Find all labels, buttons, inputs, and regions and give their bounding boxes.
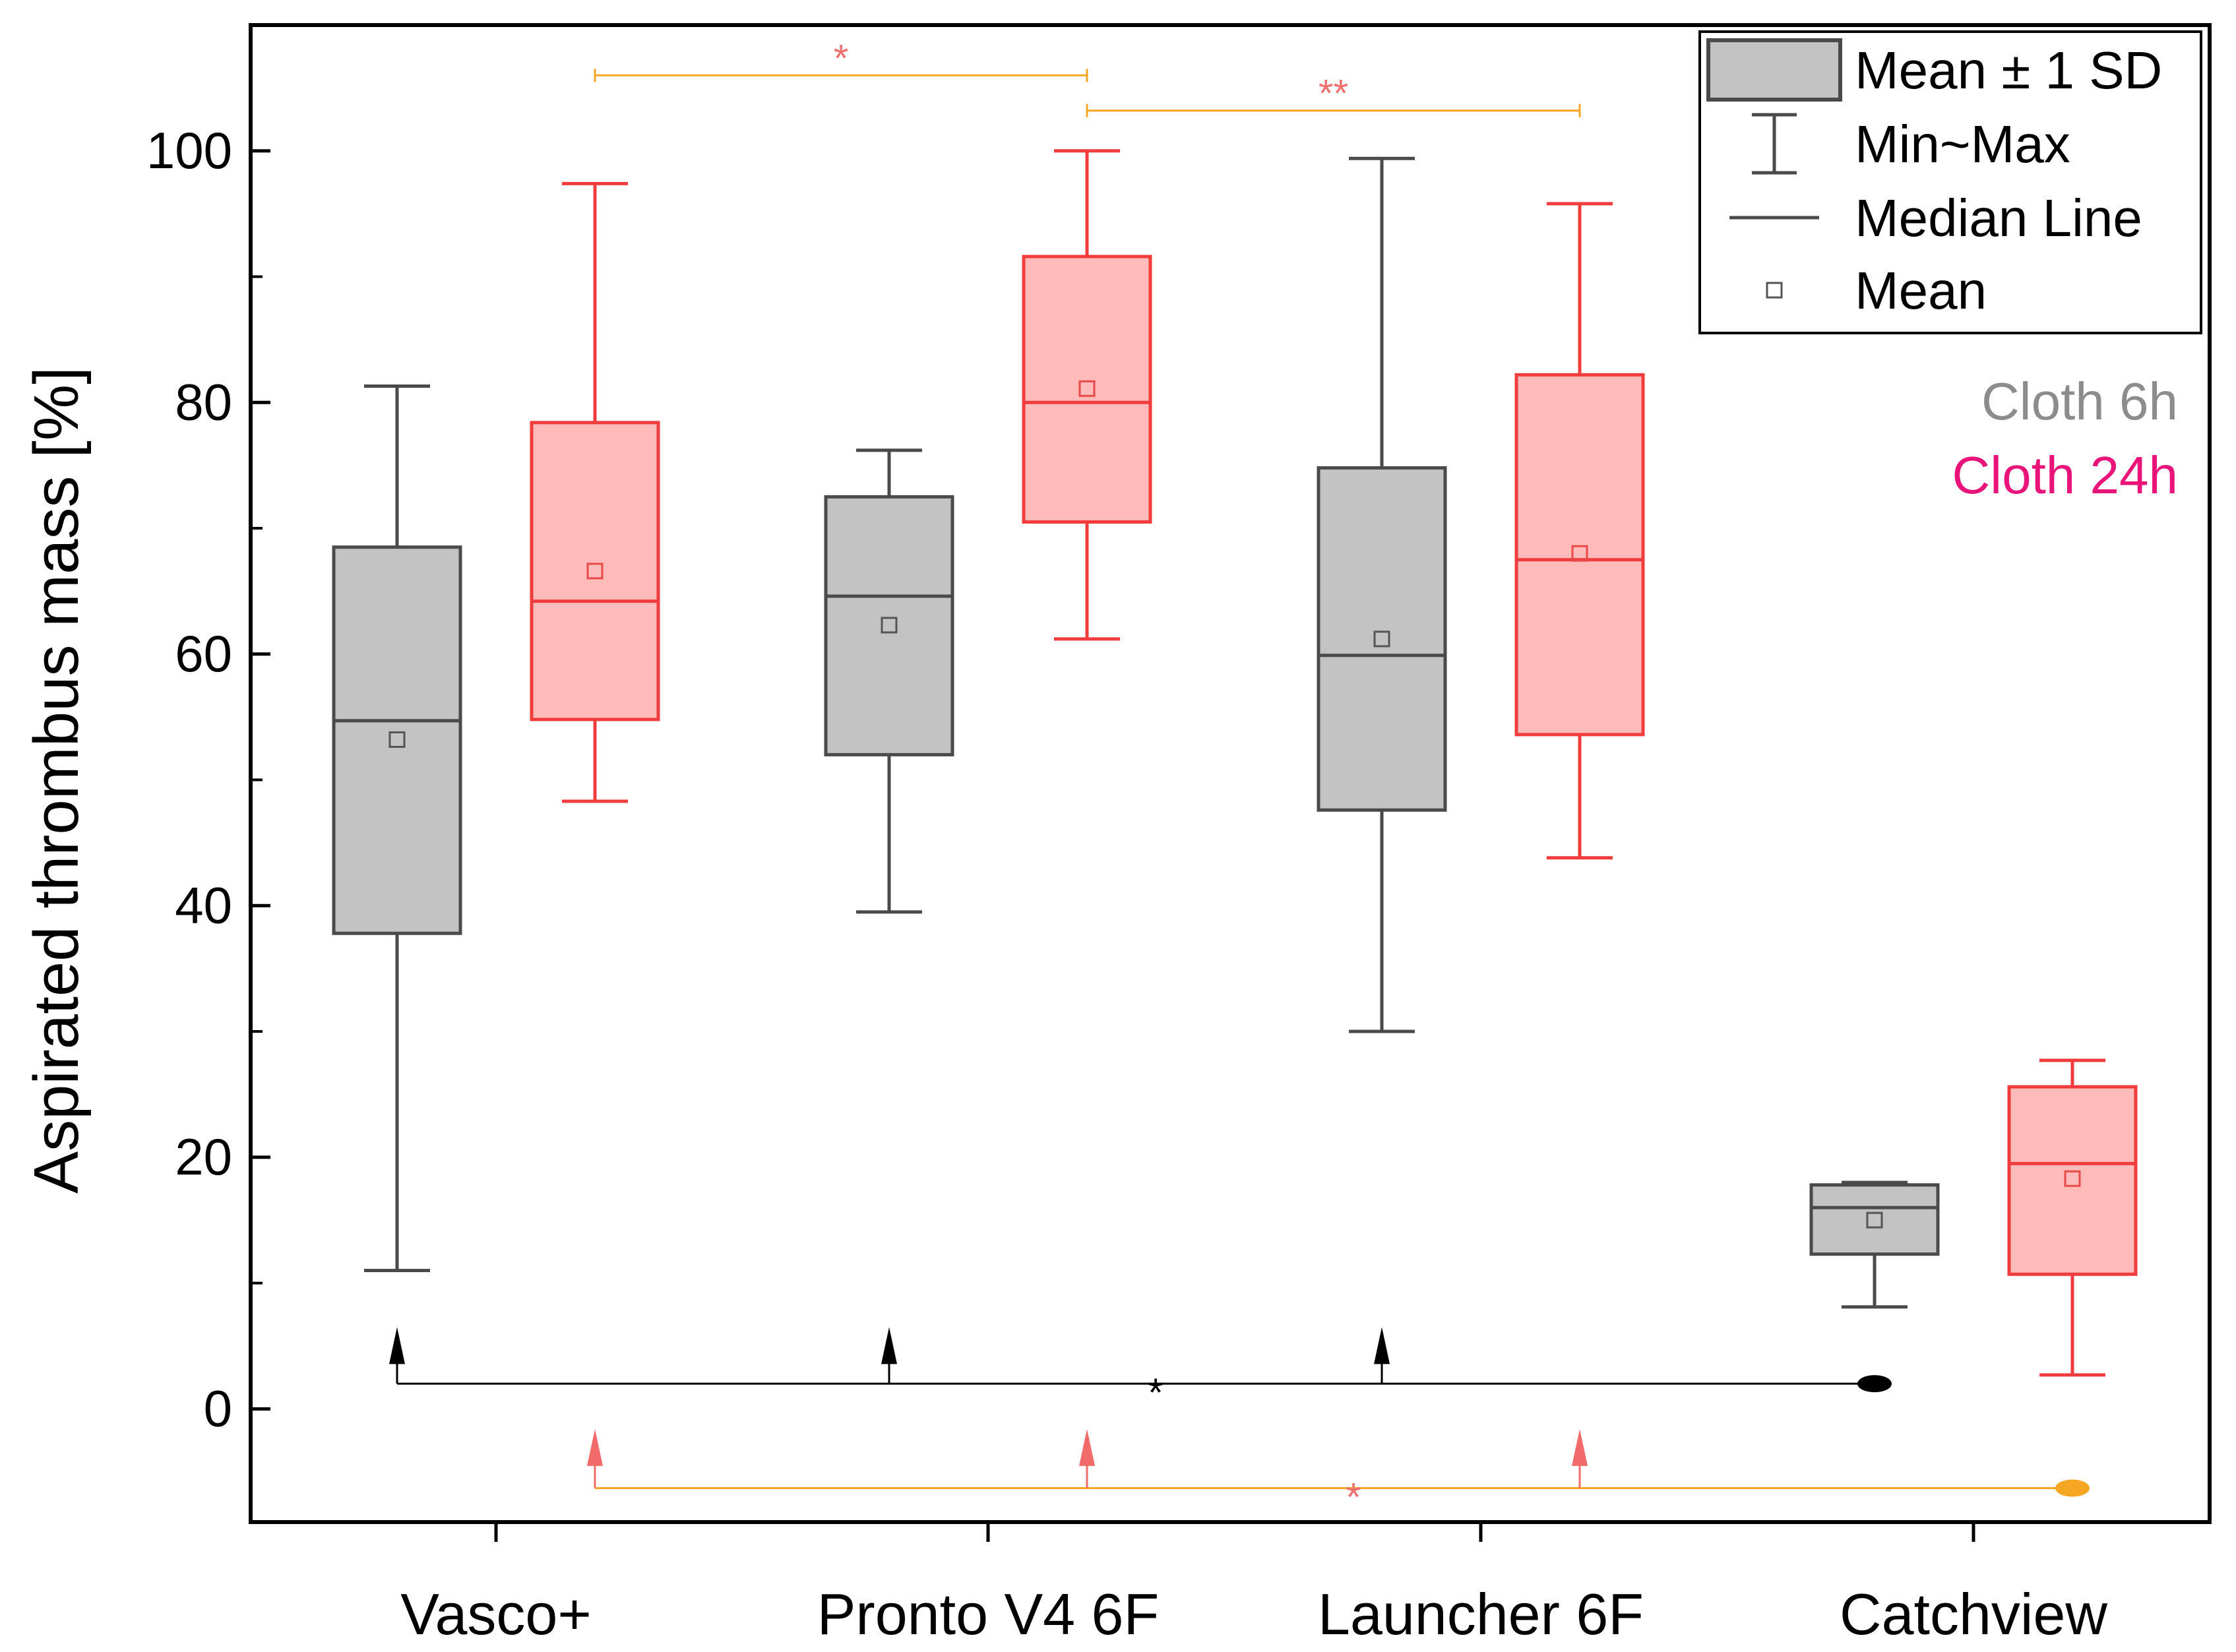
legend-label: Mean ± 1 SD [1855,41,2162,100]
box-24h-2 [1514,202,1645,860]
iqr-box [530,421,660,721]
legend-label: Min~Max [1855,115,2070,173]
legend-box-symbol [1706,38,1842,102]
legend-entry-median: Median Line [1729,189,2142,247]
iqr-box [824,495,954,756]
mean-marker [1866,1211,1883,1229]
axes-layer: 0 20 40 60 80 100 Vasco+ Pronto V4 6F Launcher 6… [21,23,2212,1647]
reference-comparison-24h: * [587,1428,2090,1519]
y-tick-label: 80 [175,373,232,431]
reference-marker [2055,1479,2090,1497]
box-6h-1 [824,448,954,914]
legend-entry-box: Mean ± 1 SD [1706,38,2162,102]
plot-layer: ***** [332,37,2138,1519]
comparison-label: * [1148,1370,1163,1415]
box-24h-3 [2007,1058,2138,1377]
y-tick-label: 0 [204,1379,232,1437]
iqr-box [332,545,462,935]
mean-marker [1373,630,1390,648]
mean-marker [586,563,604,580]
iqr-box [1022,255,1152,524]
y-tick-label: 60 [175,625,232,683]
box-24h-0 [530,181,660,803]
comparison-arrow-head [389,1327,405,1364]
mean-marker [388,731,406,748]
legend-entry-mean: Mean [1766,261,1987,320]
comparison-arrow-head [881,1327,897,1364]
significance-bracket-0: * [594,37,1088,82]
y-tick-label: 20 [175,1128,232,1186]
x-tick-label: Pronto V4 6F [817,1581,1160,1647]
comparison-label: * [1346,1475,1361,1519]
legend-label: Mean [1855,261,1987,320]
y-axis-title: Aspirated thrombus mass [%] [21,367,92,1194]
significance-label: * [834,37,849,80]
legend-entry-whisker: Min~Max [1752,113,2070,175]
y-tick-label: 100 [146,121,232,179]
comparison-arrow-head [1374,1327,1390,1364]
comparison-arrow-head [1079,1428,1095,1466]
x-tick-label: Vasco+ [400,1581,591,1647]
mean-marker [1078,380,1096,397]
box-6h-0 [332,384,462,1272]
series-legend-label: Cloth 24h [1952,446,2178,505]
reference-marker [1857,1375,1892,1393]
mean-marker [881,617,898,634]
box-6h-2 [1317,156,1447,1033]
comparison-arrow-head [587,1428,603,1466]
significance-bracket-1: ** [1086,73,1581,117]
legend-label: Median Line [1855,189,2142,247]
significance-label: ** [1319,73,1348,115]
box-6h-3 [1809,1180,1940,1309]
mean-marker [1571,545,1588,562]
iqr-box [1514,373,1645,737]
legend-mean-symbol [1766,282,1783,299]
box-24h-1 [1022,149,1152,641]
x-tick-label: Launcher 6F [1318,1581,1644,1647]
iqr-box [2007,1085,2138,1276]
plot-frame [249,23,2212,1524]
x-tick-label: Catchview [1840,1581,2107,1647]
iqr-box [1809,1183,1940,1256]
series-legend-label: Cloth 6h [1981,372,2178,431]
mean-marker [2064,1170,2081,1187]
comparison-arrow-head [1572,1428,1588,1466]
y-tick-label: 40 [175,876,232,934]
reference-comparison-6h: * [389,1327,1892,1415]
legend: Mean ± 1 SD Min~Max Median Line Mean Cloth 6… [1698,30,2202,505]
iqr-box [1317,466,1447,812]
